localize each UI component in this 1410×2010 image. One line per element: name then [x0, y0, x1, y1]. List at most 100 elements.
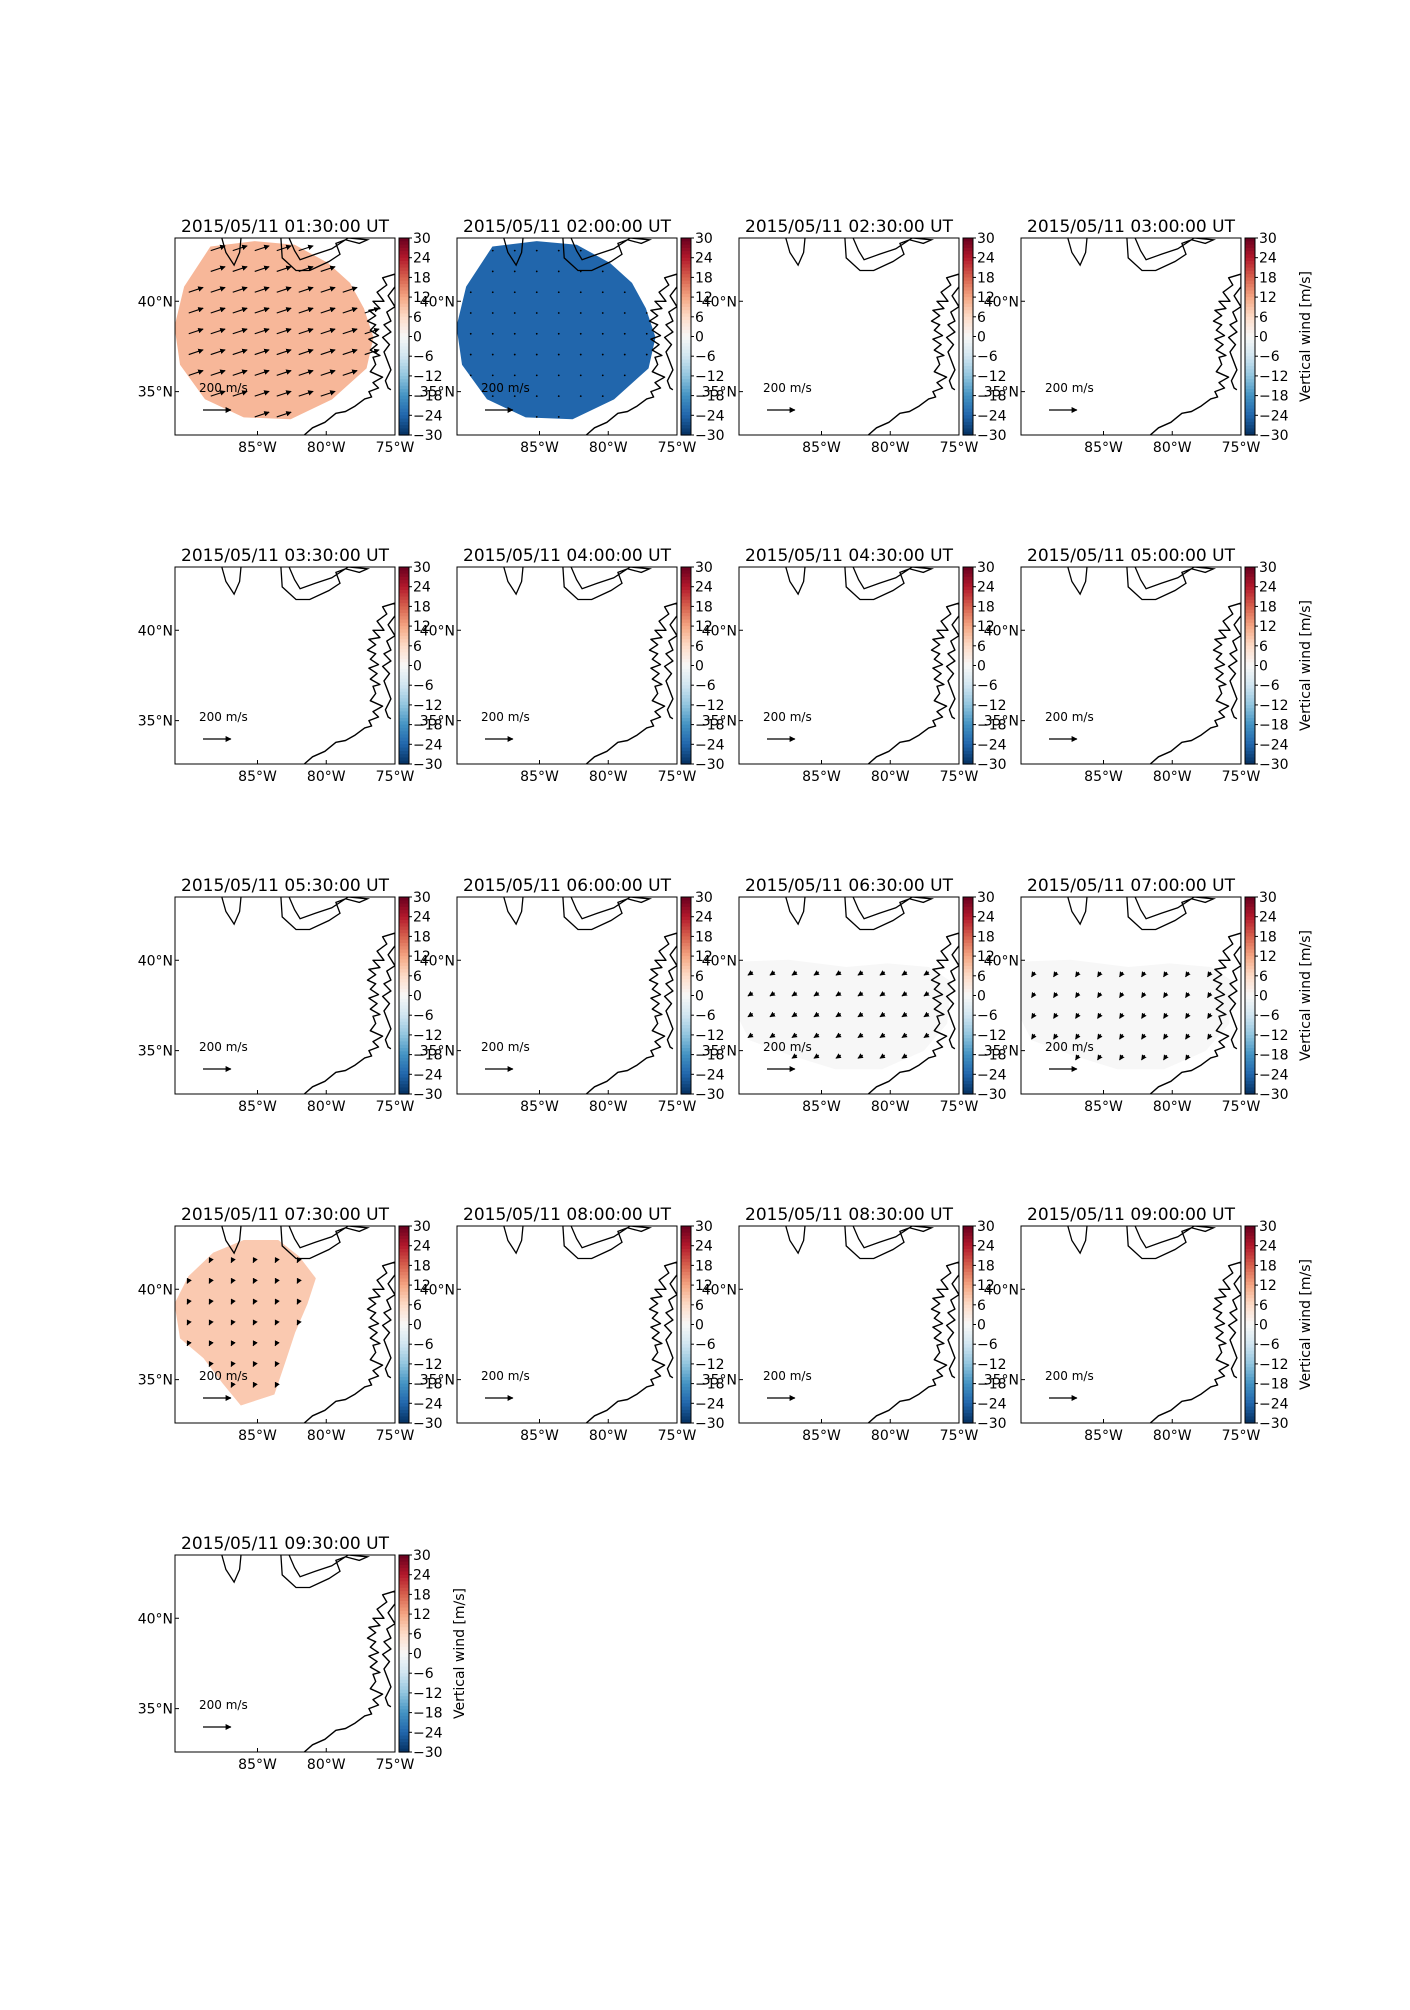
x-tick-label: 75°W — [1222, 769, 1261, 785]
colorbar-segment — [399, 428, 409, 433]
colorbar-segment — [399, 734, 409, 739]
wind-vector — [274, 1277, 280, 1284]
colorbar-segment — [681, 356, 691, 361]
colorbar-tick-m12: −12 — [413, 1686, 443, 1702]
colorbar-segment — [963, 1357, 973, 1362]
colorbar-tick-m18: −18 — [413, 389, 443, 405]
colorbar-segment — [963, 1008, 973, 1013]
x-tick-label: 80°W — [871, 1099, 910, 1115]
colorbar-segment — [399, 962, 409, 967]
colorbar-segment — [399, 425, 409, 430]
colorbar-segment — [399, 1021, 409, 1026]
colorbar-segment — [399, 606, 409, 611]
colorbar-segment — [963, 323, 973, 328]
coastline — [867, 273, 959, 435]
wind-vector — [1207, 1033, 1213, 1040]
colorbar-segment — [1245, 333, 1255, 338]
colorbar-segment — [963, 662, 973, 667]
colorbar-segment — [399, 415, 409, 420]
colorbar-segment — [963, 691, 973, 696]
colorbar-segment — [1245, 734, 1255, 739]
colorbar-tick-12: 12 — [1259, 619, 1277, 635]
x-tick-label: 80°W — [307, 440, 346, 456]
colorbar-tick-0: 0 — [1259, 1318, 1268, 1334]
colorbar-tick-6: 6 — [1259, 969, 1268, 985]
wind-vector — [469, 353, 472, 356]
colorbar-segment — [1245, 297, 1255, 301]
colorbar-segment — [399, 678, 409, 683]
axes-frame — [1020, 237, 1242, 436]
wind-vector — [342, 307, 358, 314]
wind-vector — [1141, 1033, 1147, 1040]
colorbar-segment — [1245, 1396, 1255, 1401]
colorbar-tick-m30: −30 — [977, 1416, 1007, 1432]
colorbar-segment — [681, 718, 691, 722]
colorbar-segment — [399, 1291, 409, 1296]
wind-vector — [296, 1256, 302, 1264]
colorbar-segment — [399, 405, 409, 410]
colorbar-segment — [1245, 708, 1255, 713]
coastline — [1149, 273, 1241, 435]
colorbar-segment — [963, 1041, 973, 1046]
x-tick-label: 75°W — [658, 769, 697, 785]
colorbar-tick-m24: −24 — [695, 737, 725, 753]
x-tick-label: 85°W — [238, 1428, 277, 1444]
wind-vector — [601, 312, 604, 314]
colorbar-segment — [399, 593, 409, 598]
colorbar-tick-24: 24 — [1259, 910, 1277, 926]
wind-vector — [252, 1319, 258, 1326]
colorbar-segment — [681, 385, 691, 390]
colorbar-label: Vertical wind [m/s] — [1298, 271, 1314, 402]
axes-frame — [456, 896, 678, 1095]
lake-michigan-shore — [785, 897, 806, 926]
coastline — [1149, 932, 1241, 1094]
colorbar-segment — [399, 1262, 409, 1266]
colorbar-tick-30: 30 — [977, 231, 995, 247]
colorbar-segment — [681, 708, 691, 713]
colorbar-segment — [399, 665, 409, 670]
wind-vector — [513, 353, 516, 356]
colorbar-segment — [681, 412, 691, 416]
wind-vector — [276, 286, 292, 293]
colorbar-tick-m24: −24 — [1259, 408, 1289, 424]
colorbar-segment — [1245, 329, 1255, 334]
colorbar-segment — [963, 244, 973, 249]
colorbar-segment — [1245, 349, 1255, 354]
wind-vector — [791, 970, 798, 976]
colorbar-segment — [963, 1311, 973, 1316]
colorbar-tick-30: 30 — [413, 1548, 431, 1564]
colorbar-tick-30: 30 — [413, 560, 431, 576]
colorbar-segment — [963, 599, 973, 604]
colorbar-segment — [399, 718, 409, 722]
wind-vector — [276, 390, 292, 397]
colorbar-segment — [681, 336, 691, 341]
colorbar-segment — [1245, 1028, 1255, 1033]
colorbar-segment — [399, 619, 409, 624]
colorbar-tick-m30: −30 — [1259, 757, 1289, 773]
x-tick-label: 80°W — [589, 769, 628, 785]
colorbar-segment — [1245, 356, 1255, 361]
colorbar-segment — [963, 1034, 973, 1039]
panel-title: 2015/05/11 06:00:00 UT — [463, 876, 672, 896]
colorbar-segment — [963, 936, 973, 941]
colorbar-segment — [681, 389, 691, 393]
colorbar-segment — [399, 1281, 409, 1286]
plot-area — [175, 238, 395, 435]
colorbar-segment — [963, 303, 973, 308]
colorbar-segment — [399, 1229, 409, 1234]
wind-vector — [210, 286, 226, 293]
wind-vector — [1031, 1012, 1037, 1019]
colorbar-segment — [399, 711, 409, 716]
wind-vector — [186, 1277, 192, 1284]
wind-vector — [342, 348, 358, 356]
colorbar-segment — [963, 254, 973, 259]
colorbar-tick-18: 18 — [977, 270, 995, 286]
colorbar-segment — [963, 586, 973, 591]
colorbar-segment — [399, 1400, 409, 1404]
colorbar-segment — [681, 1360, 691, 1365]
colorbar-segment — [399, 923, 409, 928]
colorbar-segment — [963, 985, 973, 990]
lake-michigan-shore — [785, 567, 806, 596]
colorbar-tick-30: 30 — [413, 231, 431, 247]
